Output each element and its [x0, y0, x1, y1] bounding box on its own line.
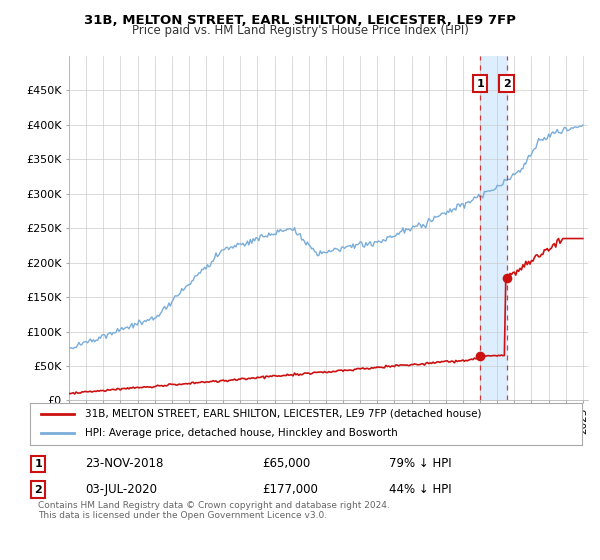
Text: 2: 2 — [503, 78, 511, 88]
Text: 79% ↓ HPI: 79% ↓ HPI — [389, 457, 451, 470]
Text: 23-NOV-2018: 23-NOV-2018 — [85, 457, 164, 470]
Text: 1: 1 — [34, 459, 42, 469]
Text: 31B, MELTON STREET, EARL SHILTON, LEICESTER, LE9 7FP: 31B, MELTON STREET, EARL SHILTON, LEICES… — [84, 14, 516, 27]
Text: Contains HM Land Registry data © Crown copyright and database right 2024.
This d: Contains HM Land Registry data © Crown c… — [38, 501, 390, 520]
Text: 03-JUL-2020: 03-JUL-2020 — [85, 483, 157, 496]
Text: £177,000: £177,000 — [262, 483, 318, 496]
Bar — [480, 56, 506, 400]
Text: £65,000: £65,000 — [262, 457, 310, 470]
Text: HPI: Average price, detached house, Hinckley and Bosworth: HPI: Average price, detached house, Hinc… — [85, 428, 398, 438]
Text: 2: 2 — [34, 484, 42, 494]
Text: Price paid vs. HM Land Registry's House Price Index (HPI): Price paid vs. HM Land Registry's House … — [131, 24, 469, 36]
Text: 31B, MELTON STREET, EARL SHILTON, LEICESTER, LE9 7FP (detached house): 31B, MELTON STREET, EARL SHILTON, LEICES… — [85, 409, 482, 419]
Text: 1: 1 — [476, 78, 484, 88]
Text: 44% ↓ HPI: 44% ↓ HPI — [389, 483, 451, 496]
